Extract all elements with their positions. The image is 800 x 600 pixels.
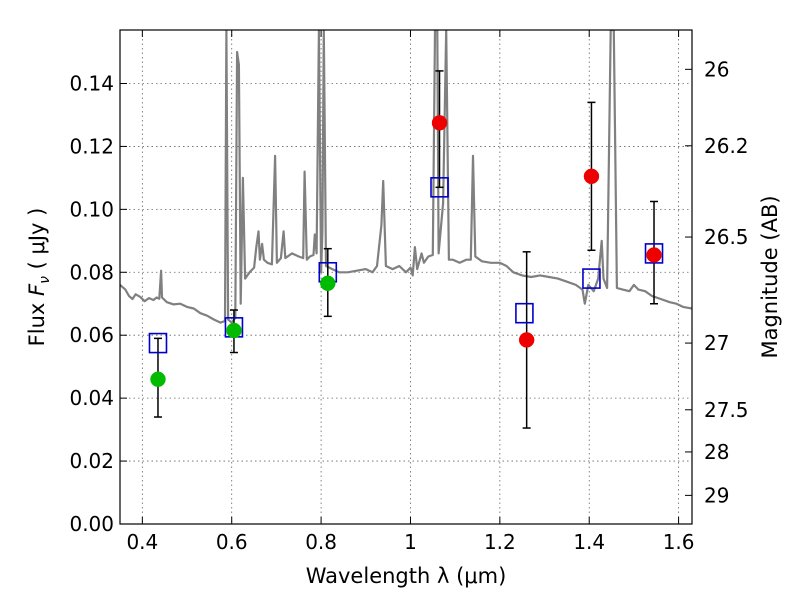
right-tick-label: 28 — [704, 440, 729, 464]
observed-point — [518, 332, 535, 348]
y-tick-label: 0.12 — [69, 134, 114, 158]
right-tick-label: 27.5 — [704, 398, 749, 422]
plot-area — [120, 30, 692, 429]
x-tick-label: 1.4 — [573, 530, 605, 554]
y-axis-label-post: ( μJy ) — [25, 208, 49, 276]
x-tick-label: 1 — [404, 530, 417, 554]
y-axis-label-sub: ν — [37, 276, 53, 284]
x-tick-label: 0.4 — [126, 530, 158, 554]
observed-point — [646, 247, 662, 263]
y-tick-label: 0.14 — [69, 71, 114, 95]
y-axis-label-left: Flux Fν ( μJy ) — [25, 208, 53, 347]
right-tick-label: 26 — [704, 57, 729, 81]
y-axis-label-right: Magnitude (AB) — [758, 195, 782, 358]
y-tick-label: 0.06 — [69, 323, 114, 347]
model-square — [515, 302, 534, 324]
x-axis-label: Wavelength λ (μm) — [306, 564, 507, 588]
observed-point — [150, 371, 166, 388]
y-tick-label: 0.10 — [69, 197, 114, 221]
right-tick-label: 26.5 — [704, 225, 749, 249]
right-tick-label: 26.2 — [704, 134, 749, 158]
model-square — [430, 177, 449, 198]
spectrum-line — [120, 30, 692, 324]
observed-point — [583, 168, 600, 185]
observed-point — [431, 115, 448, 131]
model-square — [582, 268, 601, 289]
y-tick-label: 0.00 — [69, 512, 114, 536]
x-tick-label: 1.6 — [663, 530, 695, 554]
x-tick-label: 0.8 — [305, 530, 337, 554]
x-tick-label: 1.2 — [484, 530, 516, 554]
model-square — [148, 332, 168, 354]
model-square — [644, 243, 664, 264]
right-tick-label: 27 — [704, 331, 729, 355]
y-tick-label: 0.08 — [69, 260, 114, 284]
axis-ticks: 0.4 0.6 0.8 1 1.2 1.4 1.6 0.00 0.02 0.04 0.06 0.08 0… — [69, 30, 749, 554]
x-tick-label: 0.6 — [216, 530, 248, 554]
right-tick-label: 29 — [704, 483, 729, 507]
observed-point — [320, 275, 336, 292]
y-axis-label-pre: Flux — [25, 296, 49, 346]
observed-point — [226, 322, 242, 339]
plot-frame — [119, 29, 693, 525]
y-tick-label: 0.04 — [69, 386, 114, 410]
y-tick-label: 0.02 — [69, 449, 114, 473]
y-axis-label-var: F — [25, 283, 49, 296]
